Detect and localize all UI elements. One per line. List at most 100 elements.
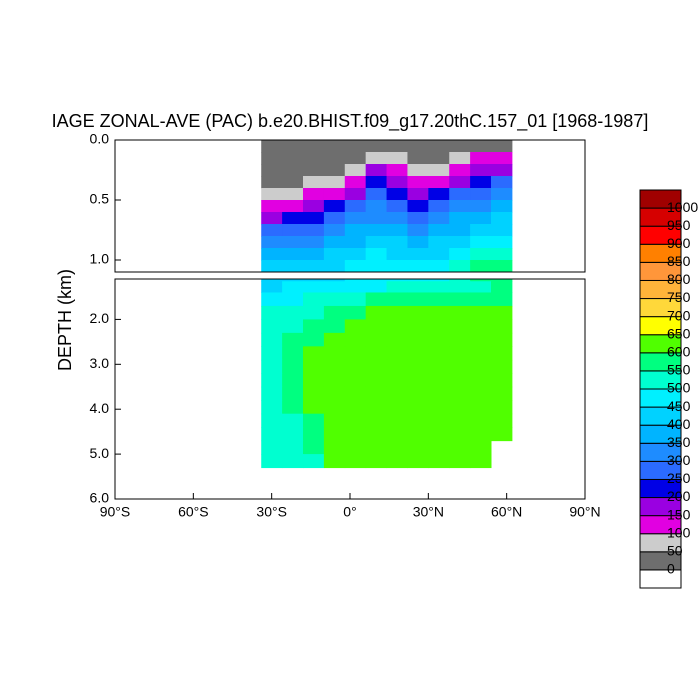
colorbar-label: 200	[667, 488, 691, 504]
contour-cell	[303, 188, 325, 201]
contour-cell	[407, 305, 429, 320]
contour-cell	[449, 305, 471, 320]
contour-cell	[491, 200, 513, 213]
contour-cell	[407, 212, 429, 225]
contour-cell	[323, 292, 346, 307]
contour-cell	[449, 386, 471, 401]
contour-cell	[407, 140, 429, 153]
colorbar-label: 700	[667, 307, 691, 323]
colorbar-box	[639, 189, 682, 209]
contour-cell	[386, 212, 408, 225]
contour-cell	[386, 413, 408, 428]
contour-cell	[344, 413, 367, 428]
contour-cell	[428, 152, 450, 165]
contour-cell	[449, 359, 471, 374]
contour-cell	[365, 292, 388, 307]
contour-cell	[491, 152, 513, 165]
contour-cell	[428, 454, 450, 469]
colorbar-label: 850	[667, 253, 691, 269]
contour-cell	[470, 236, 492, 249]
colorbar-label: 750	[667, 289, 691, 305]
contour-cell	[470, 359, 492, 374]
colorbar-label: 150	[667, 506, 691, 522]
contour-cell	[449, 346, 471, 361]
contour-cell	[407, 188, 429, 201]
contour-cell	[365, 164, 388, 177]
contour-cell	[449, 427, 471, 442]
contour-cell	[407, 292, 429, 307]
contour-cell	[428, 359, 450, 374]
colorbar-label: 650	[667, 325, 691, 341]
contour-cell	[261, 188, 283, 201]
contour-cell	[303, 200, 325, 213]
contour-cell	[323, 373, 346, 388]
contour-cell	[344, 164, 367, 177]
contour-cell	[407, 200, 429, 213]
contour-cell	[261, 305, 283, 320]
contour-cell	[303, 305, 325, 320]
contour-cell	[323, 346, 346, 361]
contour-cell	[491, 260, 513, 272]
contour-cell	[261, 224, 283, 237]
contour-cell	[407, 440, 429, 455]
contour-cell	[261, 248, 283, 261]
contour-cell	[365, 373, 388, 388]
contour-cell	[470, 164, 492, 177]
contour-cell	[344, 400, 367, 415]
contour-cell	[491, 279, 513, 282]
contour-cell	[365, 454, 388, 469]
contour-cell	[428, 332, 450, 347]
contour-cell	[491, 386, 513, 401]
contour-cell	[323, 200, 346, 213]
contour-cell	[282, 188, 304, 201]
contour-cell	[282, 359, 304, 374]
contour-cell	[282, 440, 304, 455]
contour-cell	[344, 454, 367, 469]
contour-cell	[261, 373, 283, 388]
contour-cell	[303, 400, 325, 415]
contour-cell	[282, 346, 304, 361]
contour-cell	[491, 188, 513, 201]
contour-cell	[282, 386, 304, 401]
contour-cell	[261, 292, 283, 307]
contour-cell	[386, 400, 408, 415]
contour-cell	[303, 373, 325, 388]
contour-cell	[407, 359, 429, 374]
contour-cell	[386, 373, 408, 388]
colorbar-label: 450	[667, 398, 691, 414]
contour-cell	[323, 332, 346, 347]
contour-cell	[407, 176, 429, 189]
contour-cell	[449, 200, 471, 213]
contour-cell	[344, 279, 367, 282]
contour-cell	[344, 305, 367, 320]
contour-cell	[491, 176, 513, 189]
contour-cell	[491, 359, 513, 374]
contour-cell	[470, 440, 492, 455]
contour-cell	[303, 440, 325, 455]
x-tick-label: 90°S	[100, 504, 131, 520]
contour-cell	[407, 152, 429, 165]
contour-cell	[323, 454, 346, 469]
colorbar-label: 950	[667, 217, 691, 233]
contour-cell	[323, 224, 346, 237]
contour-cell	[470, 188, 492, 201]
contour-cell	[470, 200, 492, 213]
contour-cell	[491, 305, 513, 320]
contour-cell	[282, 292, 304, 307]
contour-cell	[449, 236, 471, 249]
contour-cell	[282, 281, 304, 293]
contour-cell	[491, 140, 513, 153]
contour-cell	[282, 140, 304, 153]
contour-cell	[491, 164, 513, 177]
contour-cell	[365, 152, 388, 165]
contour-cell	[386, 346, 408, 361]
contour-cell	[282, 305, 304, 320]
contour-cell	[407, 373, 429, 388]
contour-cell	[365, 319, 388, 334]
contour-cell	[365, 386, 388, 401]
contour-cell	[428, 427, 450, 442]
contour-cell	[303, 279, 325, 282]
contour-cell	[365, 212, 388, 225]
contour-cell	[303, 176, 325, 189]
colorbar-label: 250	[667, 470, 691, 486]
